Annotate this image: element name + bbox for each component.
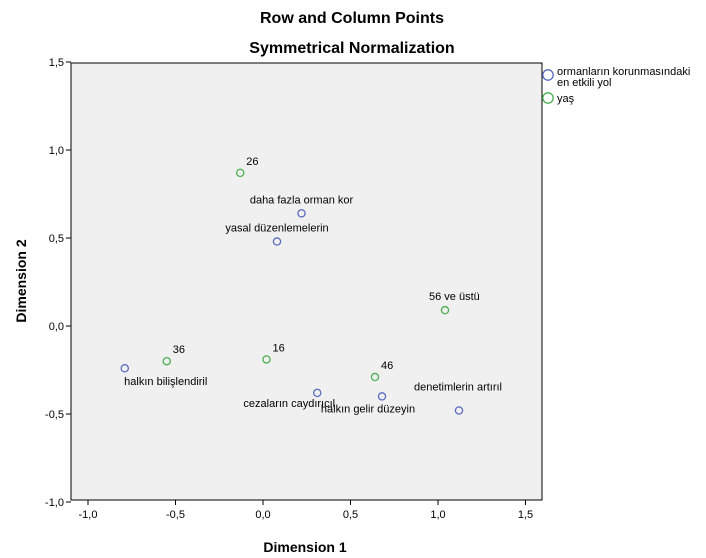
chart-title: Row and Column Points bbox=[260, 10, 444, 27]
point-label: halkın bilişlendiril bbox=[124, 376, 207, 388]
point-label: 36 bbox=[173, 344, 185, 356]
x-tick-label: 0,5 bbox=[343, 509, 358, 521]
column-point-marker bbox=[235, 168, 245, 178]
row-point-marker bbox=[312, 388, 322, 398]
y-tick-label: 1,5 bbox=[49, 57, 64, 69]
data-points bbox=[120, 168, 464, 415]
legend-label-rows-line: en etkili yol bbox=[557, 77, 611, 89]
y-tick-label: 0,5 bbox=[49, 233, 64, 245]
row-point-marker bbox=[272, 237, 282, 246]
legend-marker-columns bbox=[542, 92, 554, 104]
point-label: 16 bbox=[273, 342, 285, 354]
point-label: denetimlerin artırıl bbox=[414, 381, 502, 393]
y-tick-label: 0,0 bbox=[49, 321, 64, 333]
row-point-marker bbox=[454, 406, 464, 415]
row-point-marker bbox=[377, 392, 387, 401]
point-label: daha fazla orman kor bbox=[250, 194, 354, 206]
y-axis: -1,0 -0,5 0,0 0,5 1,0 1,5 bbox=[45, 57, 71, 509]
x-axis: -1,0 -0,5 0,0 0,5 1,0 1,5 bbox=[79, 500, 533, 521]
point-label: halkın gelir düzeyin bbox=[321, 403, 415, 415]
y-tick-label: -1,0 bbox=[45, 497, 64, 509]
x-tick-label: -0,5 bbox=[166, 509, 185, 521]
legend-label-rows-line: ormanların korunmasındaki bbox=[557, 66, 690, 78]
point-label: 56 ve üstü bbox=[429, 291, 480, 303]
point-label: cezaların caydırıcıl bbox=[243, 398, 335, 410]
legend: ormanların korunmasındaki en etkili yol ya… bbox=[542, 66, 690, 105]
legend-marker-rows bbox=[542, 69, 554, 81]
column-point-marker bbox=[370, 372, 380, 382]
x-axis-title: Dimension 1 bbox=[263, 539, 346, 555]
y-tick-label: -0,5 bbox=[45, 409, 64, 421]
point-label: yasal düzenlemelerin bbox=[225, 223, 328, 235]
row-point-marker bbox=[297, 209, 306, 218]
plot-area bbox=[70, 62, 543, 501]
x-tick-label: -1,0 bbox=[79, 509, 98, 521]
y-tick-label: 1,0 bbox=[49, 145, 64, 157]
column-point-marker bbox=[262, 355, 271, 364]
y-axis-title: Dimension 2 bbox=[13, 239, 29, 322]
point-label: 26 bbox=[246, 156, 258, 168]
x-tick-label: 0,0 bbox=[255, 509, 270, 521]
column-point-marker bbox=[440, 305, 450, 315]
x-tick-label: 1,0 bbox=[430, 509, 445, 521]
column-point-marker bbox=[162, 356, 171, 366]
point-labels: daha fazla orman kor yasal düzenlemelerin… bbox=[124, 156, 502, 416]
chart-subtitle: Symmetrical Normalization bbox=[249, 40, 454, 57]
point-label: 46 bbox=[381, 360, 393, 372]
x-tick-label: 1,5 bbox=[518, 509, 533, 521]
row-point-marker bbox=[120, 363, 130, 373]
legend-label-columns: yaş bbox=[557, 93, 575, 105]
legend-label-rows: ormanların korunmasındaki en etkili yol bbox=[557, 66, 690, 89]
